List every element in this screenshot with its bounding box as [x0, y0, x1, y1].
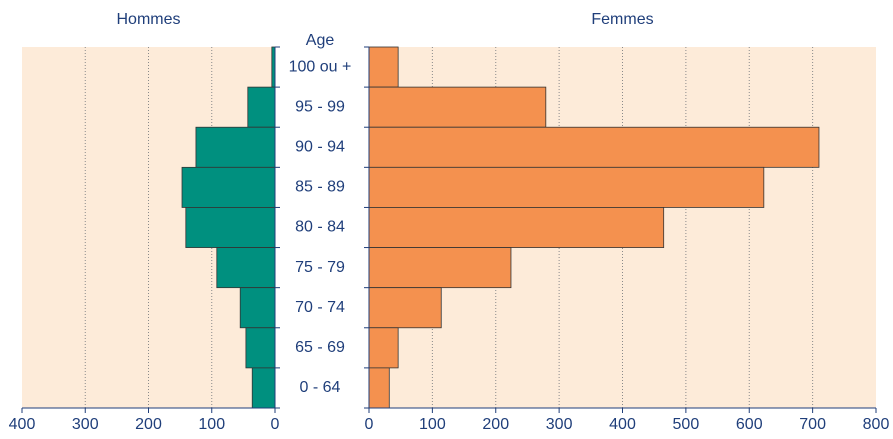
bar	[368, 46, 399, 88]
x-tick-label: 700	[799, 416, 826, 433]
bar	[181, 166, 276, 208]
bar	[368, 327, 399, 369]
bar	[368, 207, 665, 248]
bar	[185, 207, 276, 248]
panel-title: Femmes	[591, 11, 653, 28]
x-tick-label: 200	[482, 416, 509, 433]
panel-title: Hommes	[116, 11, 180, 28]
bar	[368, 126, 820, 168]
bar	[251, 367, 276, 409]
bar	[368, 367, 390, 409]
x-tick-label: 400	[9, 416, 36, 433]
x-tick-label: 500	[673, 416, 700, 433]
y-tick-label: 100 ou +	[289, 58, 352, 75]
bar	[247, 86, 276, 128]
x-tick-label: 400	[609, 416, 636, 433]
bar	[368, 287, 442, 329]
x-tick-label: 200	[135, 416, 162, 433]
bar	[368, 247, 512, 289]
x-tick-label: 0	[365, 416, 374, 433]
bar	[239, 287, 276, 329]
y-tick-label: 95 - 99	[295, 98, 345, 115]
y-tick-label: 85 - 89	[295, 179, 345, 196]
x-tick-label: 100	[419, 416, 446, 433]
x-tick-label: 800	[863, 416, 890, 433]
y-tick-label: 65 - 69	[295, 339, 345, 356]
y-tick-label: 90 - 94	[295, 138, 345, 155]
y-tick-label: 80 - 84	[295, 219, 345, 236]
x-tick-label: 100	[198, 416, 225, 433]
x-tick-label: 300	[72, 416, 99, 433]
bar	[368, 86, 547, 128]
y-tick-label: 0 - 64	[300, 379, 341, 396]
y-tick-label: 70 - 74	[295, 299, 345, 316]
y-tick-label: 75 - 79	[295, 259, 345, 276]
x-tick-label: 600	[736, 416, 763, 433]
bar	[245, 327, 276, 369]
bar	[216, 247, 276, 289]
y-axis-label: Age	[306, 32, 335, 49]
bar	[195, 126, 276, 168]
x-tick-label: 300	[546, 416, 573, 433]
bar	[368, 166, 765, 208]
x-tick-label: 0	[271, 416, 280, 433]
